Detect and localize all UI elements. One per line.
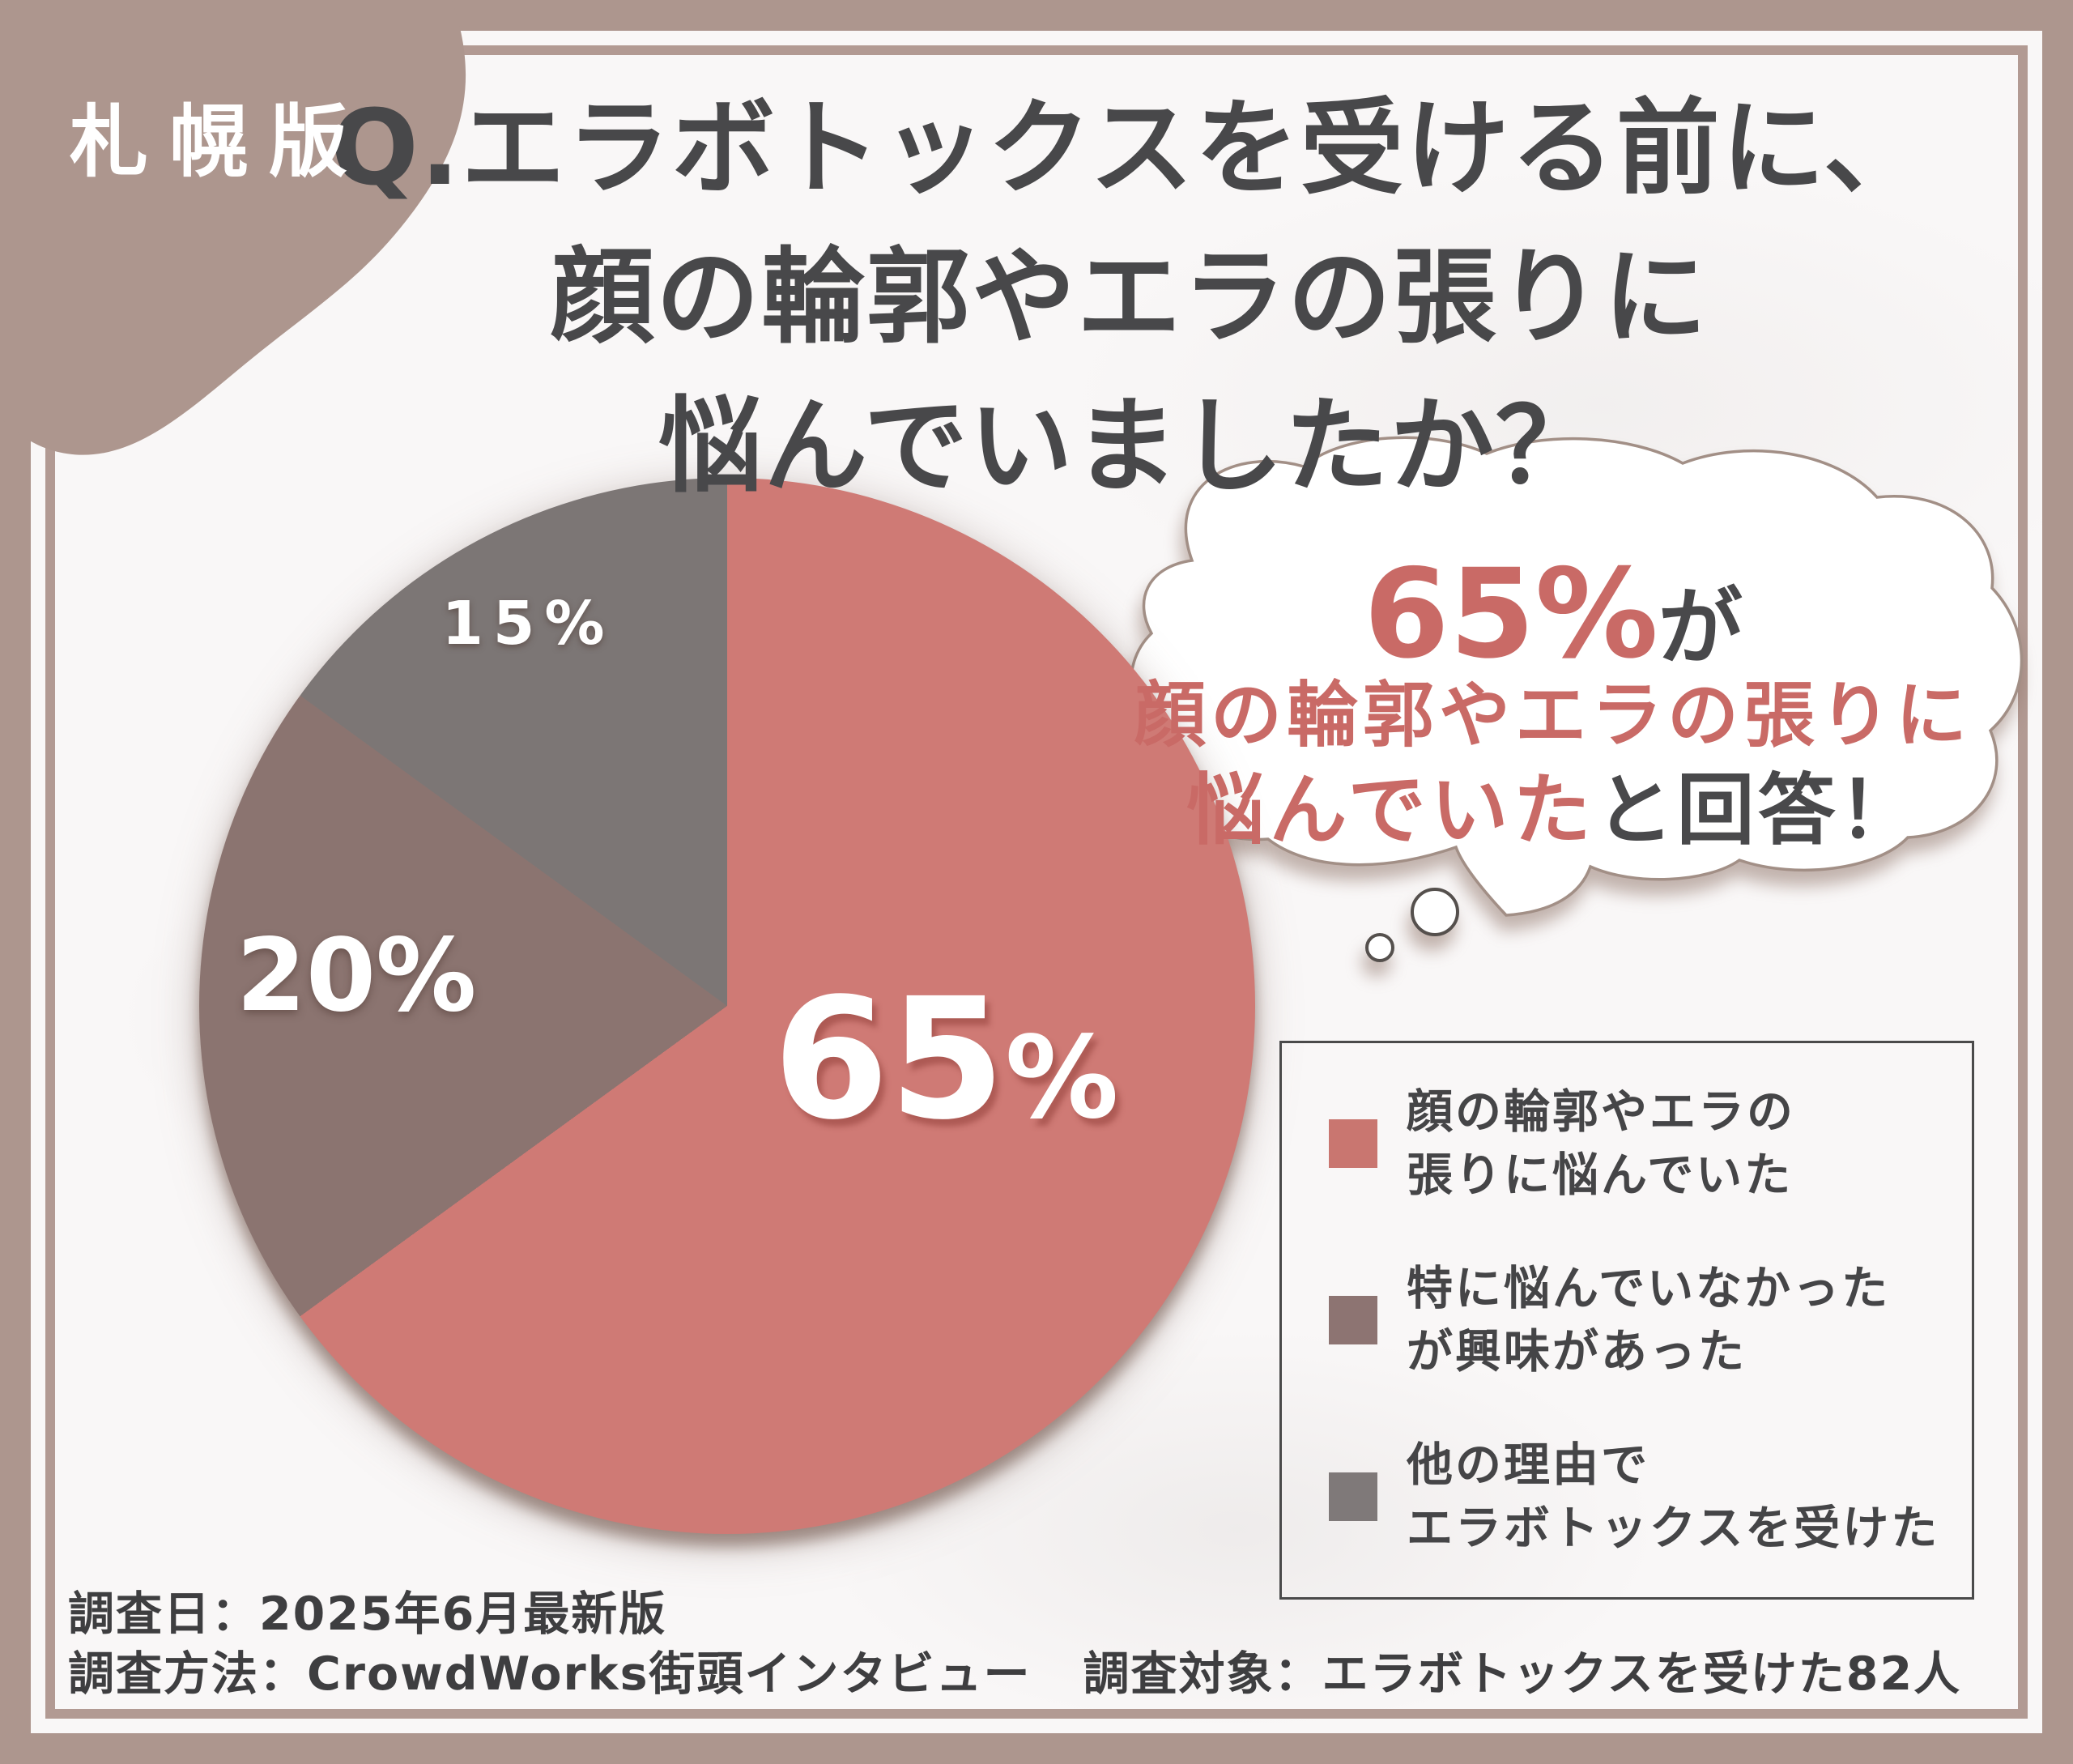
- bubble-line3: 悩んでいたと回答！: [1186, 748, 1919, 860]
- pie-chart: [199, 478, 1255, 1534]
- bubble-line2: 顔の輪郭やエラの張りに: [1134, 673, 1973, 757]
- survey-subject: 調査対象：エラボトックスを受けた82人: [1083, 1647, 1962, 1701]
- pie-slice-label-15: 15%: [441, 589, 615, 658]
- bubble-line3-rest: と回答！: [1595, 765, 1920, 856]
- legend-item-worried: 顔の輪郭やエラの 張りに悩んでいた: [1329, 1080, 1947, 1207]
- page-title-line2: 顔の輪郭やエラの張りに: [550, 237, 1709, 358]
- survey-date: 調査日：2025年6月最新版: [68, 1587, 667, 1641]
- chart-legend: 顔の輪郭やエラの 張りに悩んでいた 特に悩んでいなかった が興味があった 他の理…: [1279, 1041, 1974, 1600]
- pie-slice-label-65: 65%: [773, 962, 1119, 1157]
- pie-slice-label-65-number: 65: [773, 962, 1006, 1157]
- legend-label-interested-line1: 特に悩んでいなかった: [1407, 1262, 1891, 1315]
- legend-swatch-red: [1329, 1119, 1377, 1168]
- corner-blob: [0, 0, 466, 455]
- page-title-line3: 悩んでいましたか？: [658, 386, 1601, 507]
- legend-label-other: 他の理由で エラボトックスを受けた: [1407, 1434, 1939, 1560]
- bubble-line3-highlight: 悩んでいた: [1186, 765, 1596, 856]
- legend-label-worried-line2: 張りに悩んでいた: [1407, 1148, 1794, 1202]
- legend-label-interested: 特に悩んでいなかった が興味があった: [1407, 1257, 1890, 1383]
- legend-item-interested: 特に悩んでいなかった が興味があった: [1329, 1257, 1947, 1383]
- legend-swatch-gray: [1329, 1472, 1377, 1521]
- page-title-line1: Q.エラボトックスを受ける前に、: [330, 88, 1929, 209]
- legend-label-other-line2: エラボトックスを受けた: [1407, 1502, 1940, 1555]
- thought-dot-large: [1411, 888, 1459, 936]
- survey-method: 調査方法：CrowdWorks街頭インタビュー: [68, 1647, 1032, 1701]
- bubble-line1-rest: が: [1658, 577, 1743, 677]
- bubble-line1-highlight: 65%: [1364, 542, 1658, 686]
- page-title: Q.エラボトックスを受ける前に、 顔の輪郭やエラの張りに 悩んでいましたか？: [267, 75, 1992, 522]
- survey-info: 調査日：2025年6月最新版 調査方法：CrowdWorks街頭インタビュー 調査…: [68, 1584, 1961, 1704]
- thought-dot-small: [1365, 933, 1394, 962]
- legend-item-other: 他の理由で エラボトックスを受けた: [1329, 1434, 1947, 1560]
- bubble-line1: 65%が: [1364, 543, 1743, 686]
- region-badge: 札幌版: [70, 96, 368, 188]
- legend-swatch-mauve: [1329, 1296, 1377, 1344]
- legend-label-interested-line2: が興味があった: [1407, 1325, 1747, 1378]
- pie-slice-label-20: 20%: [236, 918, 477, 1034]
- pie-slice-label-65-symbol: %: [1005, 1012, 1119, 1144]
- survey-method-subject: 調査方法：CrowdWorks街頭インタビュー 調査対象：エラボトックスを受けた8…: [68, 1644, 1961, 1704]
- legend-label-worried: 顔の輪郭やエラの 張りに悩んでいた: [1407, 1080, 1795, 1207]
- legend-label-other-line1: 他の理由で: [1407, 1438, 1649, 1492]
- legend-label-worried-line1: 顔の輪郭やエラの: [1407, 1085, 1795, 1139]
